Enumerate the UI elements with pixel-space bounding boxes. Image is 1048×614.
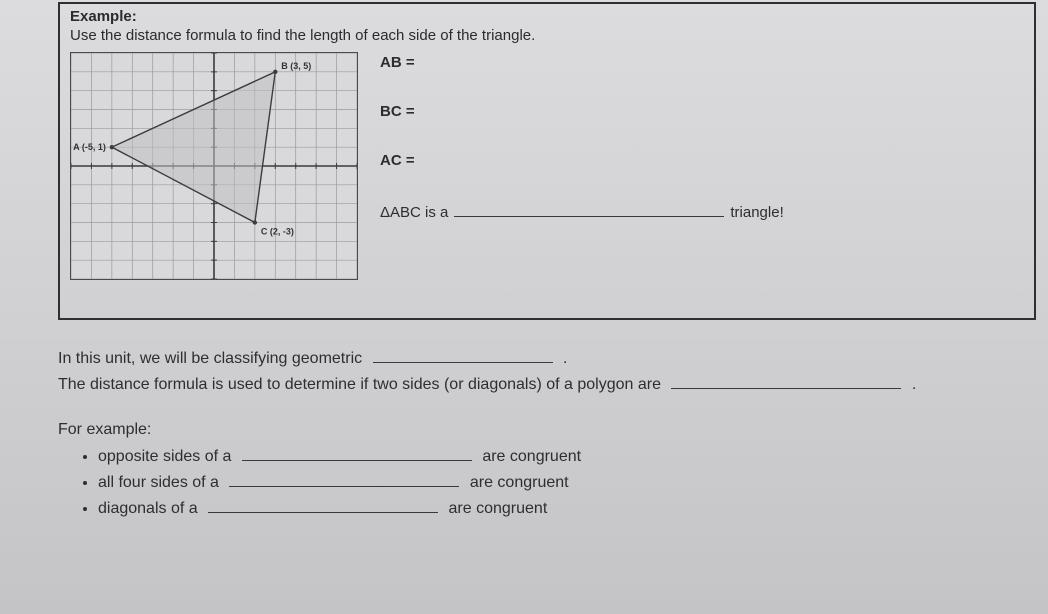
unit-line1-period: . [563,350,567,367]
svg-text:A (-5, 1): A (-5, 1) [73,142,106,152]
unit-description: In this unit, we will be classifying geo… [58,346,1036,522]
for-example-section: For example: opposite sides of a are con… [58,418,1036,520]
svg-text:B (3, 5): B (3, 5) [281,60,311,70]
graph-svg: A (-5, 1) B (3, 5) C (2, -3) [71,53,357,279]
shape-blank[interactable] [208,496,438,513]
example-box: Example: Use the distance formula to fin… [58,2,1036,320]
unit-line2-text: The distance formula is used to determin… [58,376,661,393]
bullet-suffix: are congruent [465,474,568,491]
worksheet-page: Example: Use the distance formula to fin… [0,0,1048,614]
triangle-suffix: triangle! [730,204,783,221]
bullet-prefix: all four sides of a [98,474,223,491]
bullet-suffix: are congruent [444,500,547,517]
bullet-prefix: opposite sides of a [98,448,236,465]
list-item: all four sides of a are congruent [98,470,1036,494]
unit-line-2: The distance formula is used to determin… [58,372,1036,396]
bullet-prefix: diagonals of a [98,500,202,517]
equations-column: AB = BC = AC = ΔABC is a triangle! [380,52,1024,221]
geometric-blank[interactable] [373,346,553,363]
svg-text:C (2, -3): C (2, -3) [261,226,294,236]
unit-line-1: In this unit, we will be classifying geo… [58,346,1036,370]
list-item: opposite sides of a are congruent [98,444,1036,468]
equation-ab: AB = [380,54,1024,71]
example-instruction: Use the distance formula to find the len… [70,27,535,44]
list-item: diagonals of a are congruent [98,496,1036,520]
example-bullet-list: opposite sides of a are congruentall fou… [58,444,1036,521]
polygon-property-blank[interactable] [671,372,901,389]
example-content-row: A (-5, 1) B (3, 5) C (2, -3) AB = BC = AC … [70,52,1024,280]
unit-line2-period: . [912,376,916,393]
shape-blank[interactable] [229,470,459,487]
triangle-type-blank[interactable] [454,201,724,217]
equation-ac: AC = [380,152,1024,169]
equation-bc: BC = [380,103,1024,120]
example-title: Example: [70,8,137,25]
for-example-heading: For example: [58,418,1036,441]
coordinate-graph: A (-5, 1) B (3, 5) C (2, -3) [70,52,358,280]
example-header: Example: Use the distance formula to fin… [70,8,1024,46]
triangle-prefix: ΔABC is a [380,204,448,221]
bullet-suffix: are congruent [478,448,581,465]
unit-line1-text: In this unit, we will be classifying geo… [58,350,362,367]
shape-blank[interactable] [242,444,472,461]
triangle-classification-line: ΔABC is a triangle! [380,201,784,221]
